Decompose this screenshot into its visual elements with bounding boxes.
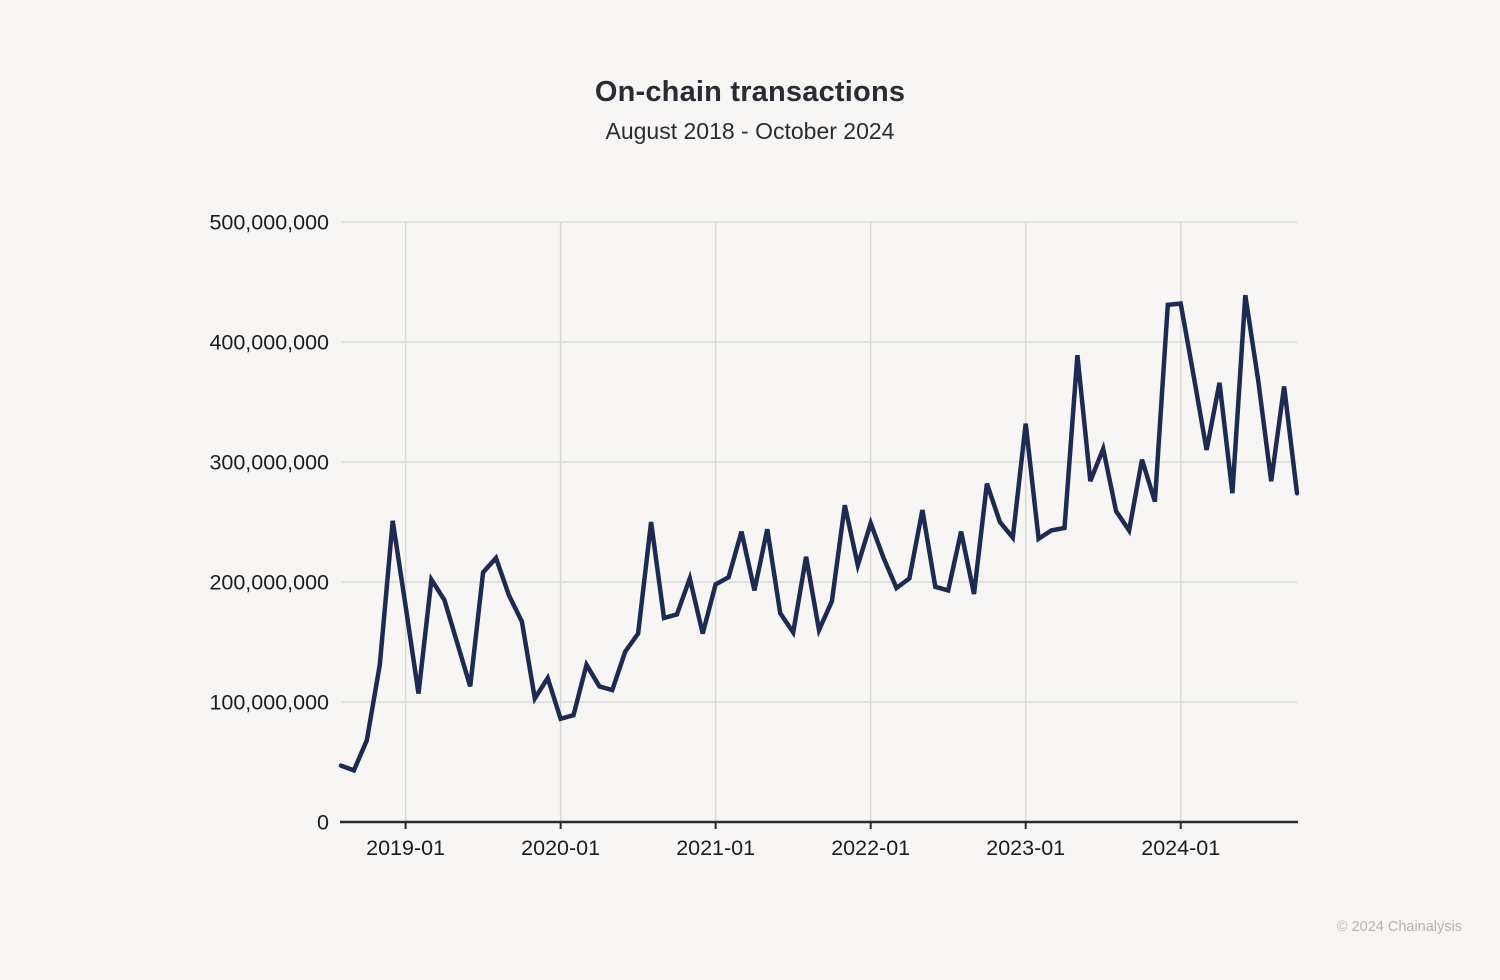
x-axis-tick-label: 2022-01	[831, 836, 910, 860]
x-axis-tick-label: 2021-01	[676, 836, 755, 860]
series-line-on-chain-transactions	[338, 294, 1300, 774]
chart-subtitle: August 2018 - October 2024	[605, 118, 895, 144]
x-axis-tick-label: 2019-01	[366, 836, 445, 860]
y-axis-tick-label: 300,000,000	[209, 451, 329, 475]
copyright-footer: © 2024 Chainalysis	[1336, 919, 1462, 935]
y-axis-tick-label: 100,000,000	[209, 691, 329, 715]
x-axis-tick-label: 2023-01	[986, 836, 1065, 860]
y-axis-tick-label: 400,000,000	[209, 331, 329, 355]
y-axis-tick-label: 0	[317, 811, 329, 835]
y-axis-tick-label: 200,000,000	[209, 571, 329, 595]
x-axis-tick-label: 2020-01	[521, 836, 600, 860]
x-axis-tick-label: 2024-01	[1141, 836, 1220, 860]
y-axis-tick-label: 500,000,000	[209, 211, 329, 235]
chart-title: On-chain transactions	[594, 76, 906, 108]
